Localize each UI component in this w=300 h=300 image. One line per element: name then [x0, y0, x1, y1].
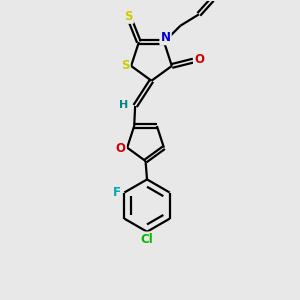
Text: Cl: Cl [141, 233, 153, 246]
Text: F: F [113, 186, 121, 199]
Text: H: H [119, 100, 128, 110]
Text: O: O [194, 52, 204, 66]
Text: O: O [116, 142, 126, 155]
Text: S: S [121, 59, 129, 73]
Text: S: S [124, 10, 133, 23]
Text: N: N [160, 31, 171, 44]
